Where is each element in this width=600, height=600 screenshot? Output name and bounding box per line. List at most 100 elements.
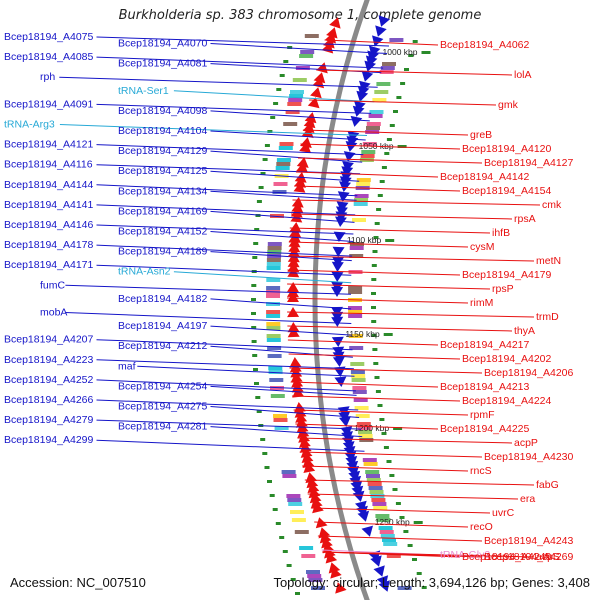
right-gene-label[interactable]: acpP — [514, 437, 538, 449]
left-gene-label[interactable]: Bcep18194_A4104 — [118, 125, 207, 137]
left-gene-label[interactable]: Bcep18194_A4299 — [4, 434, 93, 446]
left-gene-label[interactable]: Bcep18194_A4197 — [118, 320, 207, 332]
label-leader-lines — [59, 36, 541, 558]
right-gene-label[interactable]: Bcep18194_A4154 — [462, 185, 551, 197]
right-gene-label[interactable]: cmk — [542, 199, 562, 211]
right-gene-label[interactable]: rpsA — [514, 213, 536, 225]
right-gene-label[interactable]: Bcep18194_A4230 — [484, 451, 573, 463]
left-gene-label[interactable]: Bcep18194_A4252 — [4, 374, 93, 386]
right-gene-label[interactable]: Bcep18194_A4142 — [440, 171, 529, 183]
left-gene-label[interactable]: Bcep18194_A4098 — [118, 105, 207, 117]
left-gene-label[interactable]: Bcep18194_A4189 — [118, 246, 207, 258]
forward-gene-arrow — [331, 306, 343, 317]
gc-marker — [256, 410, 262, 413]
left-gene-label[interactable]: fumC — [40, 279, 66, 291]
forward-gene-arrow — [339, 181, 351, 192]
left-gene-label[interactable]: maf — [118, 360, 136, 372]
left-gene-label[interactable]: rph — [40, 71, 55, 83]
left-gene-label[interactable]: Bcep18194_A4279 — [4, 414, 93, 426]
right-gene-label[interactable]: Bcep18194_A4243 — [484, 535, 573, 547]
right-gene-label[interactable]: fabG — [536, 479, 559, 491]
left-gene-label[interactable]: Bcep18194_A4141 — [4, 199, 93, 211]
left-gene-label[interactable]: Bcep18194_A4281 — [118, 421, 207, 433]
left-gene-label[interactable]: Bcep18194_A4178 — [4, 239, 93, 251]
right-gene-label[interactable]: uvrC — [492, 507, 515, 519]
left-gene-label[interactable]: Bcep18194_A4254 — [118, 380, 207, 392]
left-gene-label[interactable]: tRNA-Ser1 — [118, 85, 169, 97]
right-gene-label[interactable]: era — [520, 493, 535, 505]
cog-block — [266, 286, 281, 290]
left-gene-label[interactable]: Bcep18194_A4134 — [118, 185, 207, 197]
cog-block — [349, 346, 364, 350]
left-gene-label[interactable]: tRNA-Arg3 — [4, 119, 55, 131]
leader-line — [289, 227, 491, 234]
left-gene-label[interactable]: Bcep18194_A4223 — [4, 354, 93, 366]
left-gene-label[interactable]: Bcep18194_A4275 — [118, 401, 207, 413]
right-gene-label[interactable]: rpsP — [492, 283, 514, 295]
cog-block — [366, 126, 380, 130]
cog-block — [369, 490, 384, 494]
right-gene-label[interactable]: lolA — [514, 69, 532, 81]
right-gene-label[interactable]: Bcep18194_A4269 — [484, 551, 573, 563]
left-gene-label[interactable]: Bcep18194_A4070 — [118, 38, 207, 50]
left-gene-label[interactable]: Bcep18194_A4081 — [118, 58, 207, 70]
right-gene-label[interactable]: gmk — [498, 99, 519, 111]
cog-block — [382, 538, 396, 542]
right-gene-label[interactable]: Bcep18194_A4062 — [440, 39, 529, 51]
gc-marker — [262, 158, 268, 161]
scale-tick-label: 1250 kbp — [375, 517, 410, 527]
right-gene-label[interactable]: Bcep18194_A4202 — [462, 353, 551, 365]
right-gene-label[interactable]: recO — [470, 521, 493, 533]
leader-line — [210, 325, 352, 336]
right-gene-label[interactable]: Bcep18194_A4213 — [440, 381, 529, 393]
gc-marker — [377, 194, 383, 197]
reverse-gene-arrow — [287, 257, 300, 268]
right-gene-label[interactable]: Bcep18194_A4217 — [440, 339, 529, 351]
left-gene-label[interactable]: Bcep18194_A4116 — [4, 159, 93, 171]
right-gene-label[interactable]: ihfB — [492, 227, 510, 239]
right-gene-label[interactable]: metN — [536, 255, 561, 267]
left-gene-label[interactable]: Bcep18194_A4207 — [4, 334, 93, 346]
left-gene-label[interactable]: Bcep18194_A4169 — [118, 205, 207, 217]
right-gene-label[interactable]: cysM — [470, 241, 495, 253]
left-gene-label[interactable]: Bcep18194_A4129 — [118, 145, 207, 157]
gc-marker — [254, 382, 259, 385]
left-gene-label[interactable]: Bcep18194_A4182 — [118, 293, 207, 305]
right-gene-label[interactable]: Bcep18194_A4179 — [462, 269, 551, 281]
right-gene-label[interactable]: greB — [470, 129, 492, 141]
left-gene-label[interactable]: tRNA-Asn2 — [118, 266, 171, 278]
right-gene-label[interactable]: rncS — [470, 465, 492, 477]
gc-marker — [373, 362, 379, 365]
right-gene-label[interactable]: tRNA-Gly2 — [440, 549, 490, 561]
right-gene-label[interactable]: Bcep18194_A4225 — [440, 423, 529, 435]
left-gene-label[interactable]: Bcep18194_A4266 — [4, 394, 93, 406]
right-gene-label[interactable]: Bcep18194_A4206 — [484, 367, 573, 379]
leader-line — [210, 406, 360, 418]
right-gene-label[interactable]: thyA — [514, 325, 535, 337]
cog-block — [299, 546, 314, 550]
gc-marker — [252, 256, 258, 259]
left-gene-label[interactable]: Bcep18194_A4212 — [118, 340, 207, 352]
left-gene-label[interactable]: Bcep18194_A4146 — [4, 219, 93, 231]
right-gene-label[interactable]: rpmF — [470, 409, 495, 421]
left-gene-label[interactable]: Bcep18194_A4144 — [4, 179, 93, 191]
right-gene-label[interactable]: Bcep18194_A4249 — [462, 551, 551, 563]
left-gene-label[interactable]: Bcep18194_A4085 — [4, 51, 93, 63]
left-gene-label[interactable]: mobA — [40, 307, 67, 319]
leader-line — [307, 493, 519, 500]
left-gene-label[interactable]: Bcep18194_A4121 — [4, 139, 93, 151]
right-gene-label[interactable]: trmD — [536, 311, 559, 323]
left-gene-label[interactable]: Bcep18194_A4152 — [118, 226, 207, 238]
right-gene-label[interactable]: Bcep18194_A4127 — [484, 157, 573, 169]
left-gene-label[interactable]: Bcep18194_A4125 — [118, 165, 207, 177]
gc-marker — [374, 376, 380, 379]
left-gene-label[interactable]: Bcep18194_A4171 — [4, 259, 93, 271]
right-gene-label[interactable]: rimM — [470, 297, 493, 309]
reverse-gene-arrow — [288, 247, 300, 258]
right-gene-label[interactable]: Bcep18194_A4224 — [462, 395, 551, 407]
right-gene-label[interactable]: acpS — [536, 551, 560, 563]
left-gene-label[interactable]: Bcep18194_A4091 — [4, 98, 93, 110]
left-gene-label[interactable]: Bcep18194_A4075 — [4, 31, 93, 43]
right-gene-label[interactable]: Bcep18194_A4120 — [462, 143, 551, 155]
forward-gene-arrow — [343, 446, 356, 457]
